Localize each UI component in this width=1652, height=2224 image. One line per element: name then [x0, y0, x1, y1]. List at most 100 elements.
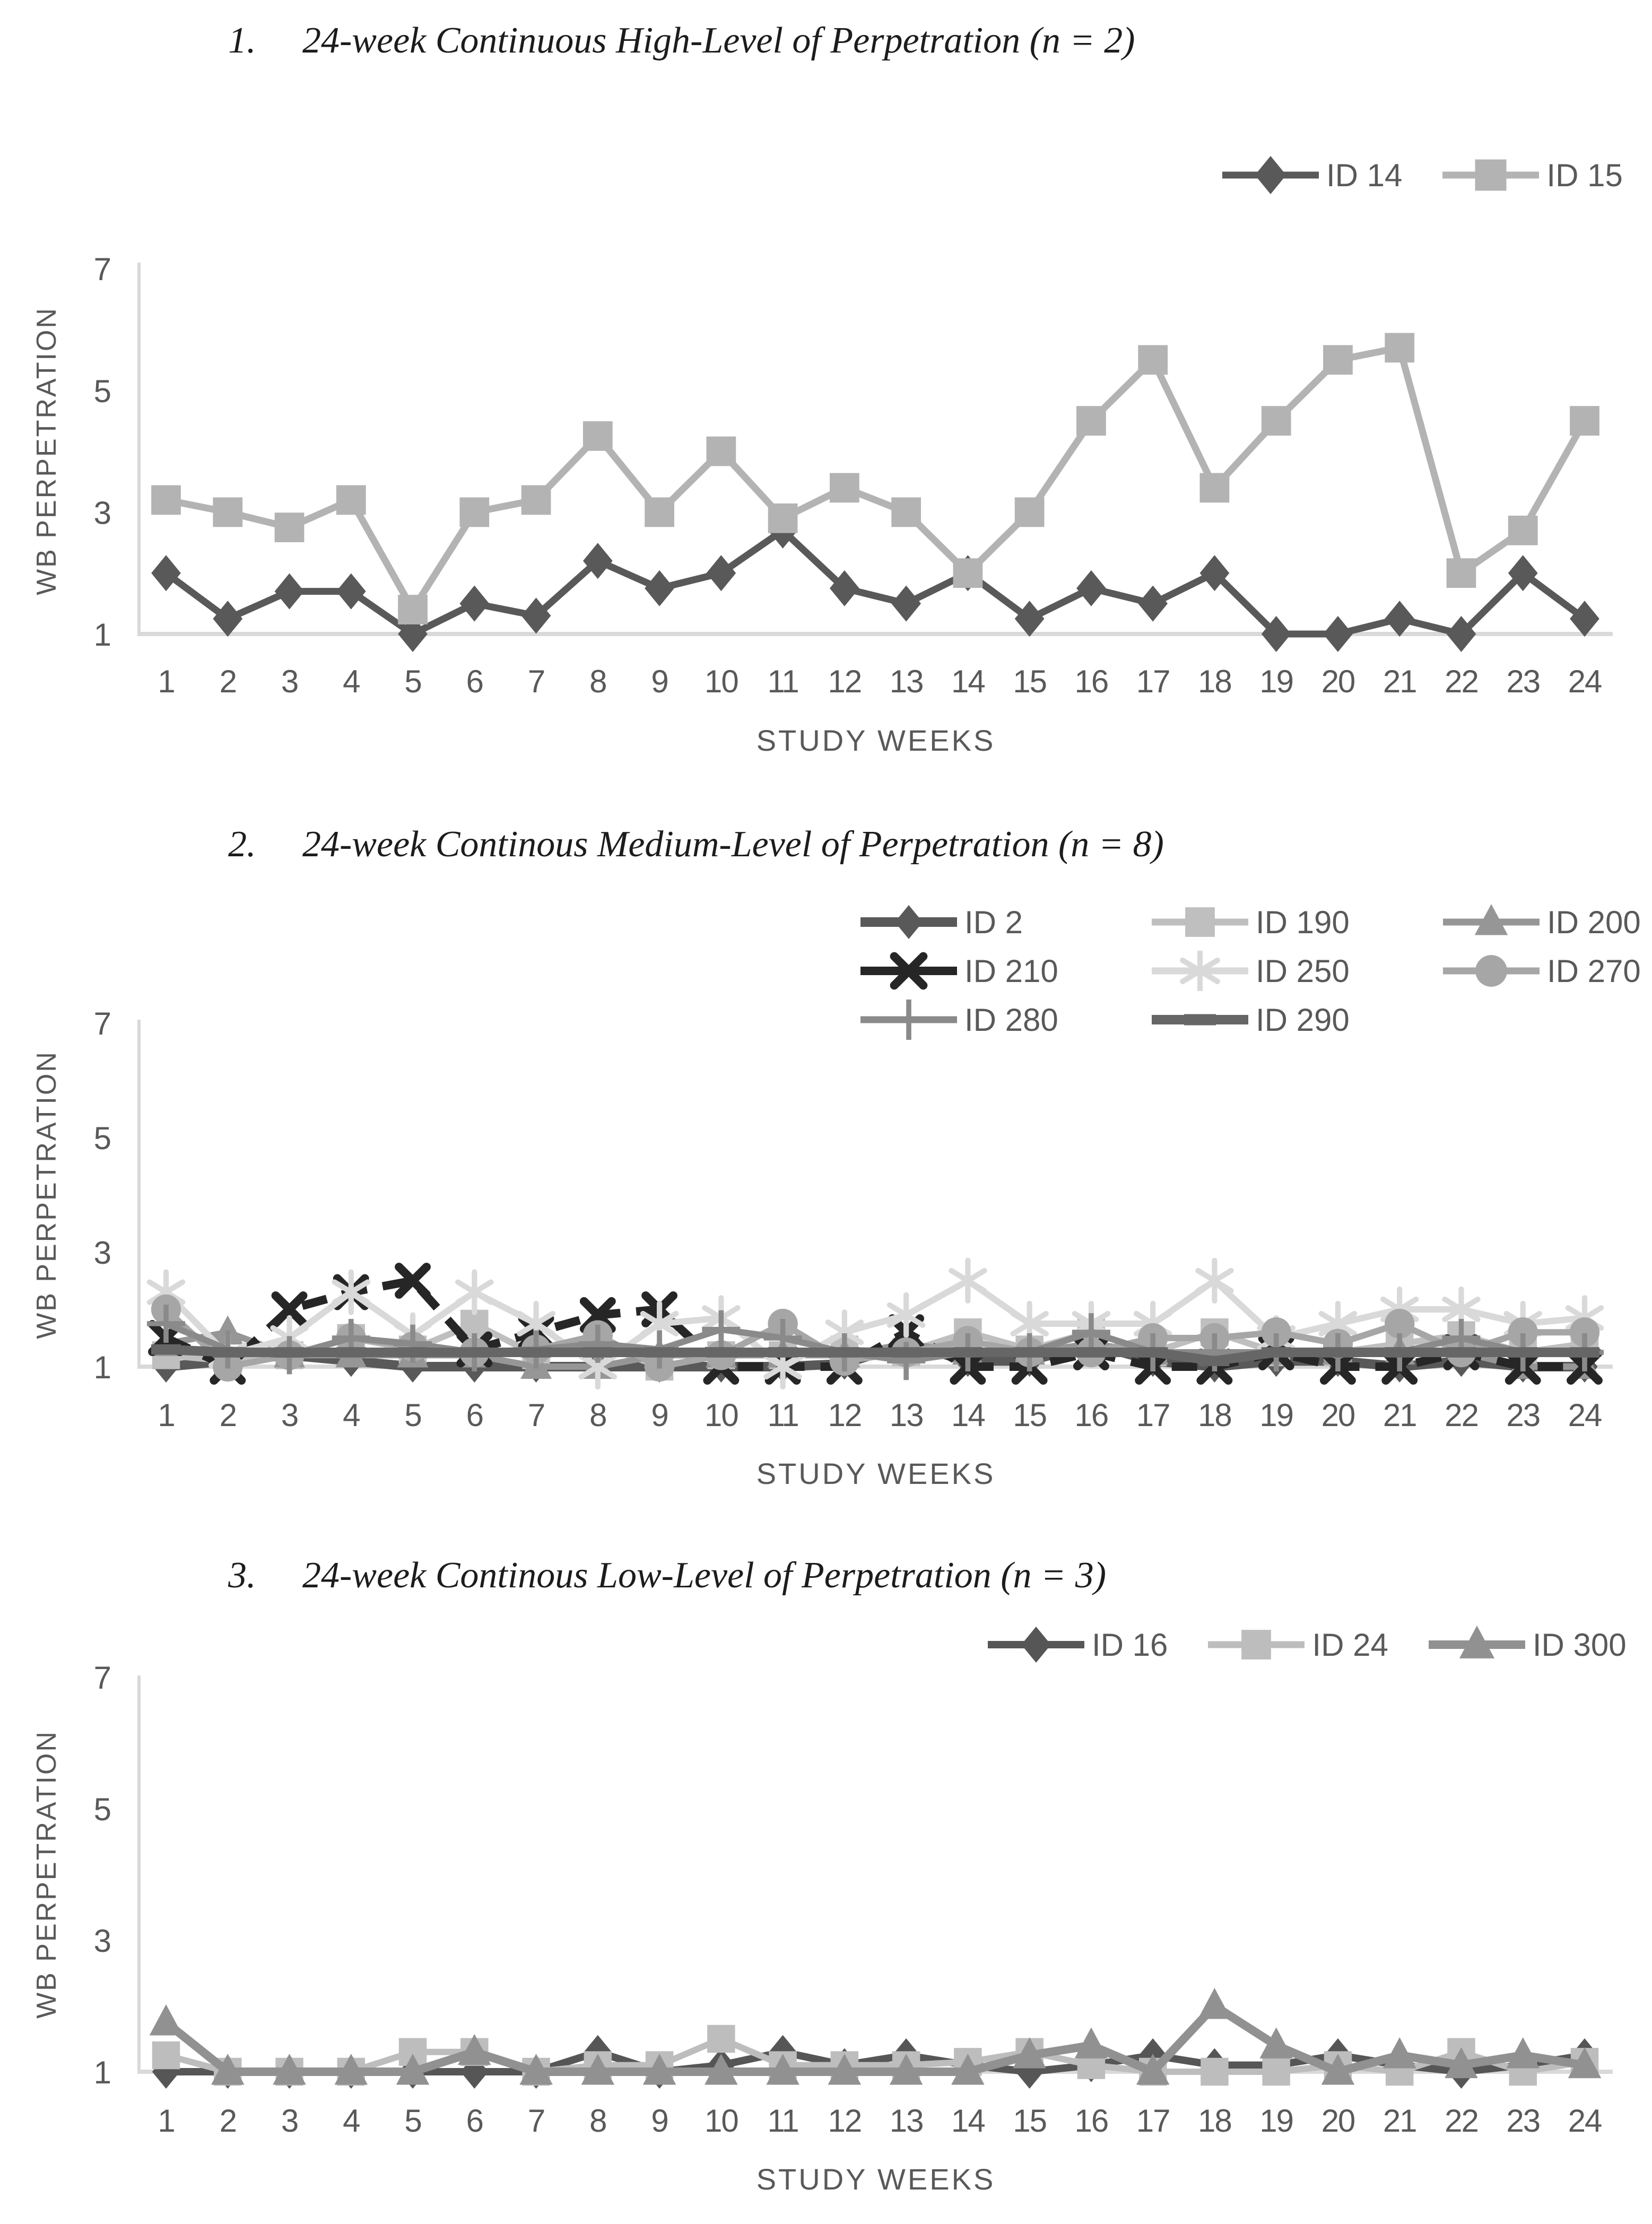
- x-tick-label: 24: [1568, 2103, 1602, 2139]
- x-tick-label: 10: [705, 2103, 738, 2139]
- legend-marker-asterisk: [1152, 951, 1248, 991]
- square-marker: [274, 512, 305, 542]
- dash-marker: [1569, 1347, 1599, 1358]
- legend-label: ID 210: [964, 953, 1058, 989]
- legend-marker-dash: [1152, 1014, 1248, 1026]
- chart-1-x-axis-title: STUDY WEEKS: [756, 724, 996, 757]
- legend-item-id-190: ID 190: [1150, 898, 1441, 946]
- x-tick-label: 9: [651, 664, 667, 699]
- diamond-marker: [1446, 616, 1476, 652]
- x-tick-label: 17: [1136, 664, 1170, 699]
- triangle-marker: [1136, 2054, 1170, 2085]
- x-tick-label: 7: [528, 664, 544, 699]
- chart-2-x-axis-title: STUDY WEEKS: [756, 1457, 996, 1490]
- x-tick-label: 21: [1383, 664, 1416, 699]
- y-tick-label: 3: [94, 1923, 111, 1959]
- chart-2-title-text: 24-week Continous Medium-Level of Perpet…: [302, 824, 1164, 865]
- diamond-marker: [1508, 555, 1538, 592]
- triangle-marker: [1198, 1988, 1231, 2019]
- square-marker: [707, 2025, 735, 2053]
- triangle-marker: [1074, 2027, 1108, 2058]
- diamond-marker: [891, 585, 921, 622]
- diamond-marker: [1570, 601, 1599, 637]
- diamond-marker: [1385, 601, 1415, 637]
- square-marker: [521, 485, 551, 515]
- legend-label: ID 2: [964, 904, 1023, 940]
- diamond-marker: [706, 555, 736, 592]
- x-tick-label: 22: [1445, 664, 1478, 699]
- chart-2-legend: ID 2 ID 190 ID 200 ID 210 ID 250 ID 270 ID 280…: [858, 898, 1652, 1044]
- legend-label: ID 250: [1256, 953, 1350, 989]
- dash-marker: [1508, 1347, 1538, 1358]
- square-marker: [459, 497, 490, 527]
- triangle-marker: [889, 2054, 923, 2085]
- x-tick-label: 8: [589, 2103, 606, 2139]
- legend-marker-plus: [860, 1000, 957, 1040]
- y-tick-label: 1: [94, 1350, 111, 1385]
- square-marker: [336, 485, 366, 515]
- square-marker: [152, 2041, 180, 2070]
- diamond-marker: [151, 555, 181, 592]
- dash-marker: [1184, 1014, 1216, 1026]
- x-tick-label: 18: [1198, 1397, 1231, 1433]
- x-marker: [890, 952, 928, 990]
- diamond-marker: [336, 573, 366, 610]
- square-marker: [213, 497, 243, 527]
- diamond-marker: [829, 570, 859, 606]
- x-tick-label: 9: [651, 1397, 667, 1433]
- legend-marker-x: [860, 952, 957, 990]
- y-tick-label: 3: [94, 1235, 111, 1271]
- triangle-marker: [951, 2054, 985, 2085]
- square-marker: [1076, 406, 1106, 436]
- x-tick-label: 21: [1383, 1397, 1416, 1433]
- y-tick-label: 5: [94, 1792, 111, 1827]
- diamond-marker: [1323, 616, 1353, 652]
- series-line: [162, 344, 1588, 613]
- x-tick-label: 23: [1506, 1397, 1540, 1433]
- diamond-marker: [582, 543, 613, 579]
- legend-item-id-210: ID 210: [858, 946, 1150, 995]
- x-tick-label: 14: [951, 2103, 985, 2139]
- square-marker: [768, 503, 798, 533]
- x-tick-label: 11: [767, 1397, 798, 1433]
- x-tick-label: 4: [343, 664, 360, 699]
- x-tick-label: 5: [404, 664, 421, 699]
- legend-marker-circle: [1443, 955, 1540, 987]
- triangle-marker: [1459, 1626, 1494, 1658]
- legend-marker-diamond: [1222, 156, 1319, 194]
- plus-marker: [889, 1000, 929, 1040]
- square-marker: [1323, 345, 1353, 375]
- asterisk-marker: [1195, 1257, 1234, 1304]
- y-tick-label: 7: [94, 1006, 111, 1041]
- square-marker: [1185, 907, 1215, 937]
- x-tick-label: 9: [651, 2103, 667, 2139]
- legend-marker-square: [1152, 907, 1248, 937]
- x-tick-label: 7: [528, 2103, 544, 2139]
- triangle-marker: [458, 2034, 491, 2065]
- chart-3-y-axis-title: WB PERPETRATION: [31, 1730, 62, 2019]
- x-tick-label: 13: [890, 1397, 923, 1433]
- legend-marker-square: [1442, 159, 1540, 191]
- square-marker: [1508, 515, 1538, 545]
- diamond-marker: [398, 616, 428, 652]
- legend-item-id-250: ID 250: [1150, 946, 1441, 995]
- x-tick-label: 6: [466, 664, 483, 699]
- x-tick-label: 20: [1321, 664, 1355, 699]
- dash-marker: [521, 1347, 551, 1358]
- square-marker: [1014, 497, 1045, 527]
- x-tick-label: 16: [1075, 2103, 1108, 2139]
- x-tick-label: 14: [951, 1397, 985, 1433]
- y-tick-label: 5: [94, 1120, 111, 1156]
- chart-1-legend: ID 14 ID 15: [1220, 155, 1623, 195]
- x-tick-label: 14: [951, 664, 985, 699]
- triangle-marker: [828, 2054, 862, 2085]
- x-tick-label: 3: [281, 2103, 298, 2139]
- x-tick-label: 12: [828, 2103, 861, 2139]
- legend-label: ID 200: [1547, 904, 1641, 940]
- dash-marker: [1261, 1347, 1291, 1358]
- x-tick-label: 8: [589, 664, 606, 699]
- triangle-marker: [211, 2054, 245, 2085]
- chart-3-title: 3. 24-week Continous Low-Level of Perpetr…: [228, 1554, 1106, 1597]
- dash-marker: [645, 1347, 675, 1358]
